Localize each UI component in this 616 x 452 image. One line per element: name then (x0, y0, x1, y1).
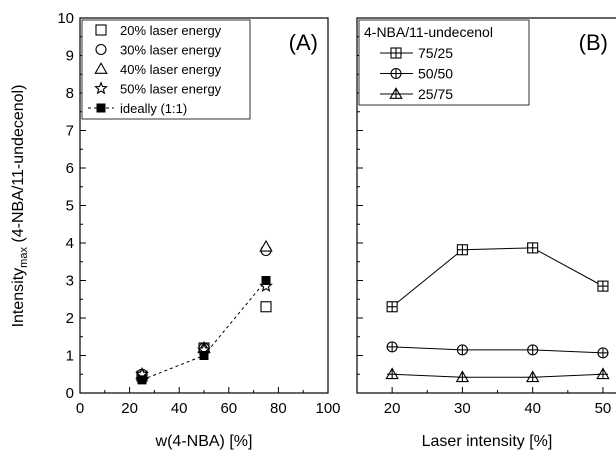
panel-a-y-tick-label: 9 (66, 48, 74, 65)
panel-a-y-tick-label: 5 (66, 198, 74, 215)
panel-b-data-point (527, 344, 539, 356)
panel-a-y-tick-label: 0 (66, 385, 74, 402)
panel-b-legend: 4-NBA/11-undecenol 75/25 50/50 25/75 (358, 19, 530, 106)
panel-b-x-tick-label: 50 (595, 400, 612, 417)
panel-b-series-line (392, 373, 603, 378)
panel-a-series-line (141, 280, 267, 381)
panel-b-x-tick-label: 40 (524, 400, 541, 417)
panel-a-legend-marker (95, 24, 107, 36)
panel-a-data-point (259, 239, 273, 252)
panel-a-y-tick-label: 2 (66, 310, 74, 327)
panel-b-series-line (392, 346, 603, 354)
panel-a-x-tick-label: 0 (76, 400, 84, 417)
panel-b-legend-label: 75/25 (418, 45, 453, 61)
panel-a-x-tick-label: 40 (171, 400, 188, 417)
panel-b-series-line (391, 247, 604, 308)
panel-a-y-tick-label: 6 (66, 160, 74, 177)
panel-b-data-point (596, 367, 610, 380)
y-axis-label: Intensitymax (4-NBA/11-undecenol) (10, 85, 30, 328)
panel-a-data-point (261, 276, 271, 285)
panel-a-x-axis-label: w(4-NBA) [%] (155, 433, 253, 450)
panel-b-data-point (456, 244, 468, 256)
panel-a-legend-label: 20% laser energy (120, 23, 222, 38)
panel-b: 20 30 40 50 (B) Laser intensity [%] 4-NBA/1… (356, 17, 616, 450)
panel-b-legend-marker (390, 67, 402, 80)
panel-b-legend-box (358, 19, 530, 106)
panel-b-legend-label: 50/50 (418, 66, 453, 82)
panel-a-y-tick-label: 4 (66, 235, 74, 252)
panel-a-y-tick-label: 1 (66, 348, 74, 365)
panel-a: 0 20 40 60 80 100 0 1 2 3 4 5 6 7 8 9 10 (A) w(4-NBA) [… (10, 10, 341, 450)
panel-a-legend-label: ideally (1:1) (120, 101, 187, 116)
panel-b-x-tick-label: 20 (384, 400, 401, 417)
panel-b-x-axis-label: Laser intensity [%] (422, 433, 553, 450)
panel-b-label: (B) (579, 30, 608, 55)
y-axis-label-subscript: max (18, 247, 30, 268)
y-axis-label-main: Intensity (10, 268, 27, 328)
panel-b-data-point (456, 344, 468, 356)
panel-b-x-tick-label: 30 (454, 400, 471, 417)
panel-a-legend-marker (96, 103, 106, 113)
panel-a-legend-box (81, 19, 251, 120)
panel-a-x-tick-label: 100 (315, 400, 340, 417)
panel-a-data-point (137, 375, 147, 385)
panel-a-y-tick-label: 3 (66, 273, 74, 290)
panel-b-data-point (455, 370, 470, 383)
panel-a-y-tick-label: 8 (66, 85, 74, 102)
panel-a-x-tick-label: 20 (121, 400, 138, 417)
panel-a-data-point (260, 301, 272, 313)
panel-b-data-point (525, 370, 540, 383)
panel-a-x-tick-label: 80 (270, 400, 287, 417)
panel-a-legend-label: 50% laser energy (120, 82, 222, 97)
panel-b-legend-marker (390, 47, 402, 59)
panel-b-data-point (597, 280, 609, 292)
panel-b-legend-label: 25/75 (418, 86, 453, 102)
panel-a-y-tick-label: 10 (57, 10, 74, 27)
panel-a-legend-marker (94, 62, 108, 74)
panel-a-y-tick-label: 7 (66, 123, 74, 140)
panel-b-data-point (385, 367, 399, 380)
panel-b-data-point (527, 242, 539, 254)
panel-b-data-point (597, 347, 609, 359)
panel-b-data-point (386, 341, 398, 353)
panel-a-legend-marker (95, 43, 107, 56)
panel-a-legend-label: 40% laser energy (120, 62, 222, 77)
panel-a-data-point (199, 351, 209, 360)
panel-b-legend-title: 4-NBA/11-undecenol (364, 24, 493, 40)
panel-a-label: (A) (289, 30, 318, 55)
panel-a-legend: 20% laser energy 30% laser energy 40% lase… (81, 19, 251, 120)
panel-b-data-point (386, 301, 398, 313)
panel-a-legend-label: 30% laser energy (120, 43, 222, 58)
panel-a-x-tick-label: 60 (220, 400, 237, 417)
y-axis-label-rest: (4-NBA/11-undecenol) (10, 85, 27, 247)
panel-a-legend-marker (94, 81, 108, 95)
panel-b-legend-marker (389, 87, 403, 99)
